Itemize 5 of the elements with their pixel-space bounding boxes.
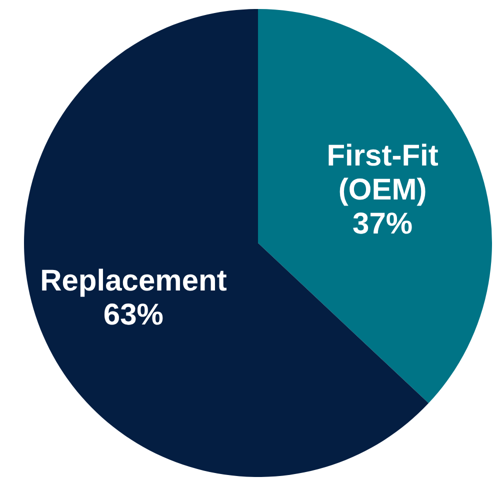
slice-label: Replacement: [40, 264, 227, 298]
pie-slice: [258, 9, 492, 404]
data-label: 37%: [352, 208, 413, 241]
data-label: 63%: [103, 298, 164, 332]
slice-label: First-Fit (OEM): [326, 140, 438, 207]
